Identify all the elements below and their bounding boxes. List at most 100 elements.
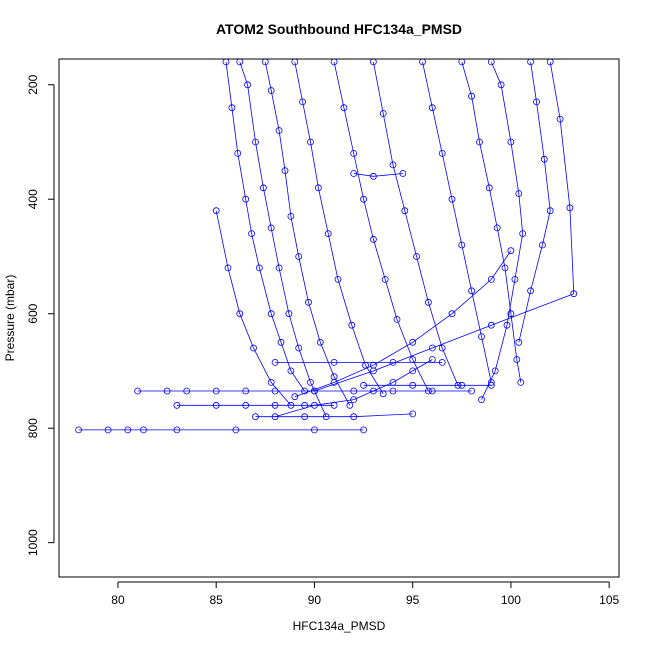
data-point — [316, 338, 324, 346]
data-point — [287, 401, 295, 409]
data-point — [468, 287, 476, 295]
data-point — [330, 378, 338, 386]
series-profile — [173, 401, 338, 409]
data-point — [513, 356, 521, 363]
data-point — [424, 387, 432, 395]
series-line — [294, 61, 384, 395]
data-point — [507, 310, 515, 318]
series-line — [255, 413, 413, 418]
data-point — [409, 381, 417, 389]
data-point — [476, 138, 483, 146]
data-point — [360, 195, 368, 203]
data-point — [173, 401, 181, 409]
data-point — [491, 367, 499, 375]
data-point — [140, 426, 147, 434]
data-point — [350, 396, 358, 404]
data-point — [468, 387, 476, 395]
data-point — [448, 310, 456, 318]
data-point — [413, 253, 421, 260]
data-point — [511, 275, 519, 283]
series-profile — [271, 356, 436, 421]
data-point — [287, 212, 295, 220]
data-point — [379, 110, 387, 117]
data-point — [271, 401, 279, 409]
series-profile — [419, 59, 495, 386]
series-line — [264, 61, 351, 406]
data-point — [507, 138, 515, 146]
x-tick-label: 95 — [406, 593, 420, 607]
y-tick-label: 400 — [26, 189, 40, 209]
data-point — [428, 387, 436, 395]
data-point — [277, 338, 285, 346]
data-point — [493, 224, 501, 232]
plot-area — [75, 59, 578, 434]
series-profile — [458, 59, 525, 386]
data-point — [173, 426, 181, 434]
data-point — [501, 264, 509, 272]
data-point — [259, 184, 267, 192]
series-profile — [350, 170, 407, 180]
data-point — [244, 81, 252, 89]
data-point — [370, 59, 377, 66]
data-point — [305, 298, 312, 306]
data-point — [242, 387, 250, 395]
series-line — [518, 61, 551, 343]
data-point — [527, 59, 534, 66]
data-point — [487, 59, 495, 66]
data-point — [287, 367, 295, 375]
series-profile — [222, 59, 309, 395]
data-point — [519, 230, 527, 238]
series-line — [461, 61, 522, 383]
plot-frame — [58, 58, 620, 578]
data-point — [350, 413, 358, 421]
data-point — [267, 378, 275, 386]
data-point — [533, 98, 540, 106]
data-point — [183, 387, 191, 395]
y-tick-label: 1000 — [26, 529, 40, 556]
x-tick-label: 80 — [111, 593, 125, 607]
data-point — [369, 172, 377, 180]
data-point — [487, 381, 495, 389]
data-point — [310, 426, 318, 434]
data-point — [350, 149, 358, 157]
data-point — [428, 104, 436, 112]
series-profile — [291, 247, 515, 401]
y-tick-label: 600 — [26, 303, 40, 323]
data-point — [389, 358, 397, 366]
data-point — [307, 378, 314, 386]
data-point — [424, 298, 432, 306]
y-axis-label: Pressure (mbar) — [3, 275, 17, 362]
data-point — [409, 410, 417, 418]
series-line — [274, 359, 433, 418]
data-point — [527, 287, 534, 295]
series-profile — [252, 410, 417, 421]
data-point — [389, 161, 397, 169]
x-axis: 80 85 90 95 100 105 — [111, 581, 620, 607]
data-point — [419, 59, 426, 66]
data-point — [234, 149, 242, 157]
series-layer — [75, 59, 578, 434]
data-point — [539, 241, 546, 249]
data-point — [556, 115, 564, 123]
series-profile — [310, 59, 578, 395]
data-point — [485, 184, 493, 192]
data-point — [104, 426, 112, 434]
series-line — [333, 61, 429, 392]
data-point — [546, 207, 554, 215]
series-profile — [330, 59, 432, 395]
chart-title: ATOM2 Southbound HFC134a_PMSD — [216, 21, 462, 37]
data-point — [255, 264, 263, 272]
data-point — [222, 59, 230, 66]
data-point — [299, 98, 307, 106]
data-point — [340, 104, 348, 112]
series-profile — [370, 59, 462, 389]
data-point — [281, 167, 289, 175]
data-point — [212, 387, 220, 395]
data-point — [330, 59, 338, 66]
data-point — [570, 290, 578, 298]
data-point — [487, 275, 495, 283]
y-tick-label: 800 — [26, 418, 40, 438]
data-point — [438, 149, 446, 157]
data-point — [324, 230, 332, 238]
